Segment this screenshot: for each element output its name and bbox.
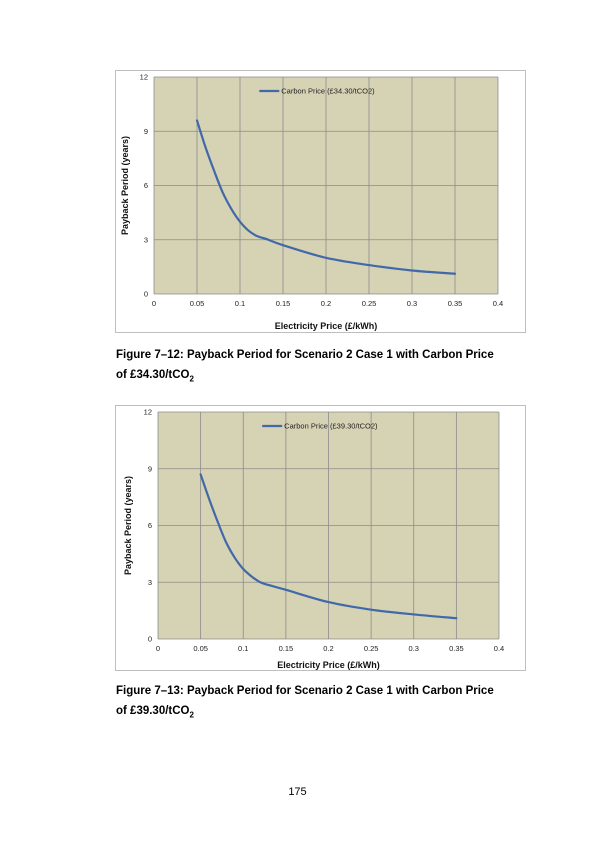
x-tick-label: 0.1 [235, 299, 245, 308]
gridlines [157, 411, 500, 640]
y-tick-label: 9 [144, 127, 148, 136]
y-tick-label: 3 [144, 235, 148, 244]
y-tick-label: 9 [148, 464, 152, 473]
legend: Carbon Price (£39.30/tCO2) [262, 422, 378, 431]
x-tick-label: 0.1 [238, 644, 248, 653]
chart-frame-2: 0 3 6 9 12 0 0.05 0.1 0.15 0.2 0.25 0.3 0.35 0.4 Carbo… [115, 405, 526, 671]
y-axis-title: Payback Period (years) [123, 476, 133, 575]
x-tick-label: 0.4 [494, 644, 504, 653]
caption-line-1: Figure 7–12: Payback Period for Scenario… [116, 349, 494, 361]
x-tick-label: 0.2 [323, 644, 333, 653]
figure-caption-1: Figure 7–12: Payback Period for Scenario… [116, 345, 520, 389]
x-tick-label: 0.05 [193, 644, 208, 653]
payback-chart-1: 0 3 6 9 12 0 0.05 0.1 0.15 0.2 0.25 0.3 0.35 0.4 Carbo… [120, 73, 503, 332]
y-tick-label: 6 [148, 521, 152, 530]
legend-label: Carbon Price (£34.30/tCO2) [281, 87, 375, 96]
caption-line-2: of £34.30/tCO2 [116, 365, 520, 389]
x-tick-label: 0.2 [321, 299, 331, 308]
caption-subscript: 2 [189, 710, 194, 720]
figure-caption-2: Figure 7–13: Payback Period for Scenario… [116, 681, 520, 725]
x-tick-label: 0 [156, 644, 160, 653]
series-line [199, 473, 458, 620]
x-tick-label: 0.35 [449, 644, 464, 653]
x-tick-label: 0.25 [362, 299, 377, 308]
legend-label: Carbon Price (£39.30/tCO2) [284, 422, 378, 431]
x-tick-label: 0.3 [407, 299, 417, 308]
caption-line-2-main: of £39.30/tCO [116, 705, 190, 717]
caption-line-2: of £39.30/tCO2 [116, 701, 520, 725]
x-axis-title: Electricity Price (£/kWh) [275, 321, 378, 331]
x-axis-title: Electricity Price (£/kWh) [277, 660, 380, 670]
x-tick-label: 0.3 [409, 644, 419, 653]
y-tick-label: 0 [148, 635, 152, 644]
x-tick-label: 0.4 [493, 299, 503, 308]
y-tick-label: 12 [144, 408, 152, 417]
y-axis-title: Payback Period (years) [120, 136, 130, 235]
caption-subscript: 2 [189, 374, 194, 384]
caption-line-2-main: of £34.30/tCO [116, 369, 190, 381]
x-tick-label: 0.05 [190, 299, 205, 308]
x-tick-label: 0.15 [276, 299, 291, 308]
x-tick-label: 0 [152, 299, 156, 308]
series-line [195, 119, 457, 275]
x-tick-label: 0.35 [448, 299, 463, 308]
x-tick-label: 0.15 [279, 644, 294, 653]
x-tick-label: 0.25 [364, 644, 379, 653]
chart-frame-1: 0 3 6 9 12 0 0.05 0.1 0.15 0.2 0.25 0.3 0.35 0.4 Carbo… [115, 70, 526, 333]
page-number: 175 [288, 786, 307, 798]
payback-chart-2: 0 3 6 9 12 0 0.05 0.1 0.15 0.2 0.25 0.3 0.35 0.4 Carbo… [123, 408, 504, 671]
legend: Carbon Price (£34.30/tCO2) [259, 87, 375, 96]
y-tick-label: 12 [140, 73, 148, 82]
y-tick-label: 0 [144, 290, 148, 299]
caption-line-1: Figure 7–13: Payback Period for Scenario… [116, 685, 494, 697]
y-tick-label: 3 [148, 578, 152, 587]
y-tick-label: 6 [144, 181, 148, 190]
